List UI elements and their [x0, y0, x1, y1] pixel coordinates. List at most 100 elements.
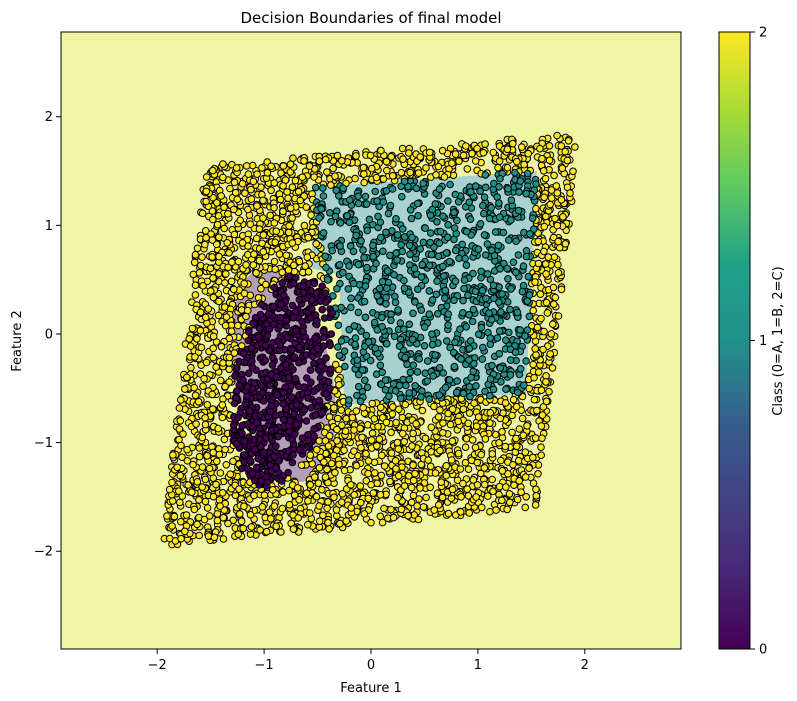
data-point-class-1 — [478, 286, 487, 295]
data-point-class-0 — [264, 310, 273, 319]
data-point-class-2 — [492, 506, 500, 514]
x-axis-label: Feature 1 — [340, 681, 402, 696]
data-point-class-2 — [557, 285, 566, 294]
data-point-class-2 — [249, 261, 258, 269]
data-point-class-2 — [468, 149, 476, 158]
data-point-class-1 — [477, 273, 485, 282]
data-point-class-1 — [444, 321, 452, 329]
data-point-class-1 — [365, 215, 374, 224]
data-point-class-1 — [516, 365, 525, 373]
data-point-class-0 — [318, 409, 326, 417]
data-point-class-2 — [293, 484, 302, 492]
data-point-class-2 — [463, 165, 472, 173]
data-point-class-1 — [465, 344, 474, 353]
data-point-class-2 — [230, 230, 239, 239]
data-point-class-1 — [439, 369, 448, 377]
data-point-class-2 — [191, 353, 199, 361]
data-point-class-2 — [215, 252, 223, 261]
data-point-class-2 — [195, 444, 204, 452]
data-point-class-2 — [438, 146, 447, 155]
data-point-class-2 — [278, 268, 287, 277]
data-point-class-0 — [313, 344, 322, 353]
data-point-class-2 — [454, 417, 463, 426]
data-point-class-0 — [278, 279, 287, 287]
data-point-class-2 — [230, 285, 238, 294]
data-point-class-2 — [430, 506, 439, 514]
data-point-class-2 — [337, 498, 346, 507]
data-point-class-1 — [406, 250, 414, 259]
data-point-class-2 — [286, 204, 295, 212]
data-point-class-2 — [368, 164, 376, 173]
data-point-class-2 — [176, 471, 184, 480]
data-point-class-1 — [460, 276, 469, 284]
colorbar-tick-label: 1 — [759, 334, 767, 349]
data-point-class-2 — [387, 428, 395, 437]
data-point-class-0 — [276, 341, 285, 349]
data-point-class-2 — [444, 409, 452, 418]
data-point-class-2 — [304, 233, 313, 242]
data-point-class-1 — [408, 233, 416, 242]
data-point-class-1 — [483, 240, 492, 248]
data-point-class-2 — [247, 185, 255, 194]
data-point-class-1 — [486, 391, 494, 400]
data-point-class-2 — [225, 353, 234, 362]
data-point-class-2 — [524, 149, 533, 158]
data-point-class-2 — [202, 197, 210, 206]
data-point-class-2 — [360, 170, 368, 178]
data-point-class-1 — [502, 385, 510, 394]
data-point-class-2 — [218, 401, 227, 409]
data-point-class-0 — [315, 396, 324, 405]
data-point-class-2 — [177, 441, 185, 450]
data-point-class-1 — [440, 272, 448, 280]
data-point-class-2 — [265, 508, 274, 517]
data-point-class-2 — [240, 502, 248, 511]
data-point-class-1 — [522, 252, 531, 261]
data-point-class-2 — [208, 390, 216, 399]
data-point-class-2 — [235, 485, 243, 493]
data-point-class-1 — [462, 261, 471, 270]
data-point-class-0 — [272, 373, 281, 381]
data-point-class-2 — [221, 382, 229, 391]
data-point-class-2 — [549, 283, 558, 292]
data-point-class-2 — [543, 309, 552, 317]
x-tick-label: 2 — [581, 658, 589, 673]
data-point-class-2 — [495, 157, 504, 165]
data-point-class-2 — [552, 182, 561, 190]
data-point-class-2 — [542, 270, 550, 278]
data-point-class-2 — [536, 144, 544, 153]
data-point-class-2 — [477, 450, 486, 459]
data-point-class-2 — [300, 221, 309, 230]
data-point-class-2 — [389, 172, 397, 180]
data-point-class-0 — [257, 477, 265, 486]
data-point-class-2 — [350, 491, 359, 499]
data-point-class-0 — [279, 415, 288, 424]
data-point-class-2 — [521, 473, 530, 481]
data-point-class-2 — [330, 493, 338, 502]
data-point-class-0 — [234, 413, 242, 422]
data-point-class-2 — [444, 509, 453, 518]
data-point-class-2 — [513, 157, 521, 166]
data-point-class-2 — [464, 419, 473, 428]
data-point-class-2 — [462, 142, 470, 150]
data-point-class-2 — [554, 312, 563, 320]
data-point-class-0 — [304, 394, 312, 402]
data-point-class-2 — [459, 479, 467, 488]
data-point-class-2 — [498, 496, 506, 505]
data-point-class-2 — [218, 413, 227, 422]
data-point-class-2 — [547, 330, 556, 338]
data-point-class-1 — [504, 185, 512, 193]
data-point-class-2 — [436, 446, 444, 455]
data-point-class-2 — [244, 170, 253, 178]
data-point-class-2 — [224, 210, 232, 218]
data-point-class-2 — [310, 473, 319, 481]
data-point-class-2 — [505, 490, 514, 498]
data-point-class-1 — [340, 347, 349, 356]
data-point-class-2 — [531, 434, 540, 442]
data-point-class-2 — [236, 510, 244, 518]
data-point-class-2 — [350, 426, 358, 434]
data-point-class-1 — [462, 323, 471, 331]
data-point-class-2 — [238, 179, 247, 188]
data-point-class-2 — [416, 153, 425, 161]
data-point-class-1 — [411, 298, 419, 306]
data-point-class-1 — [413, 285, 422, 294]
